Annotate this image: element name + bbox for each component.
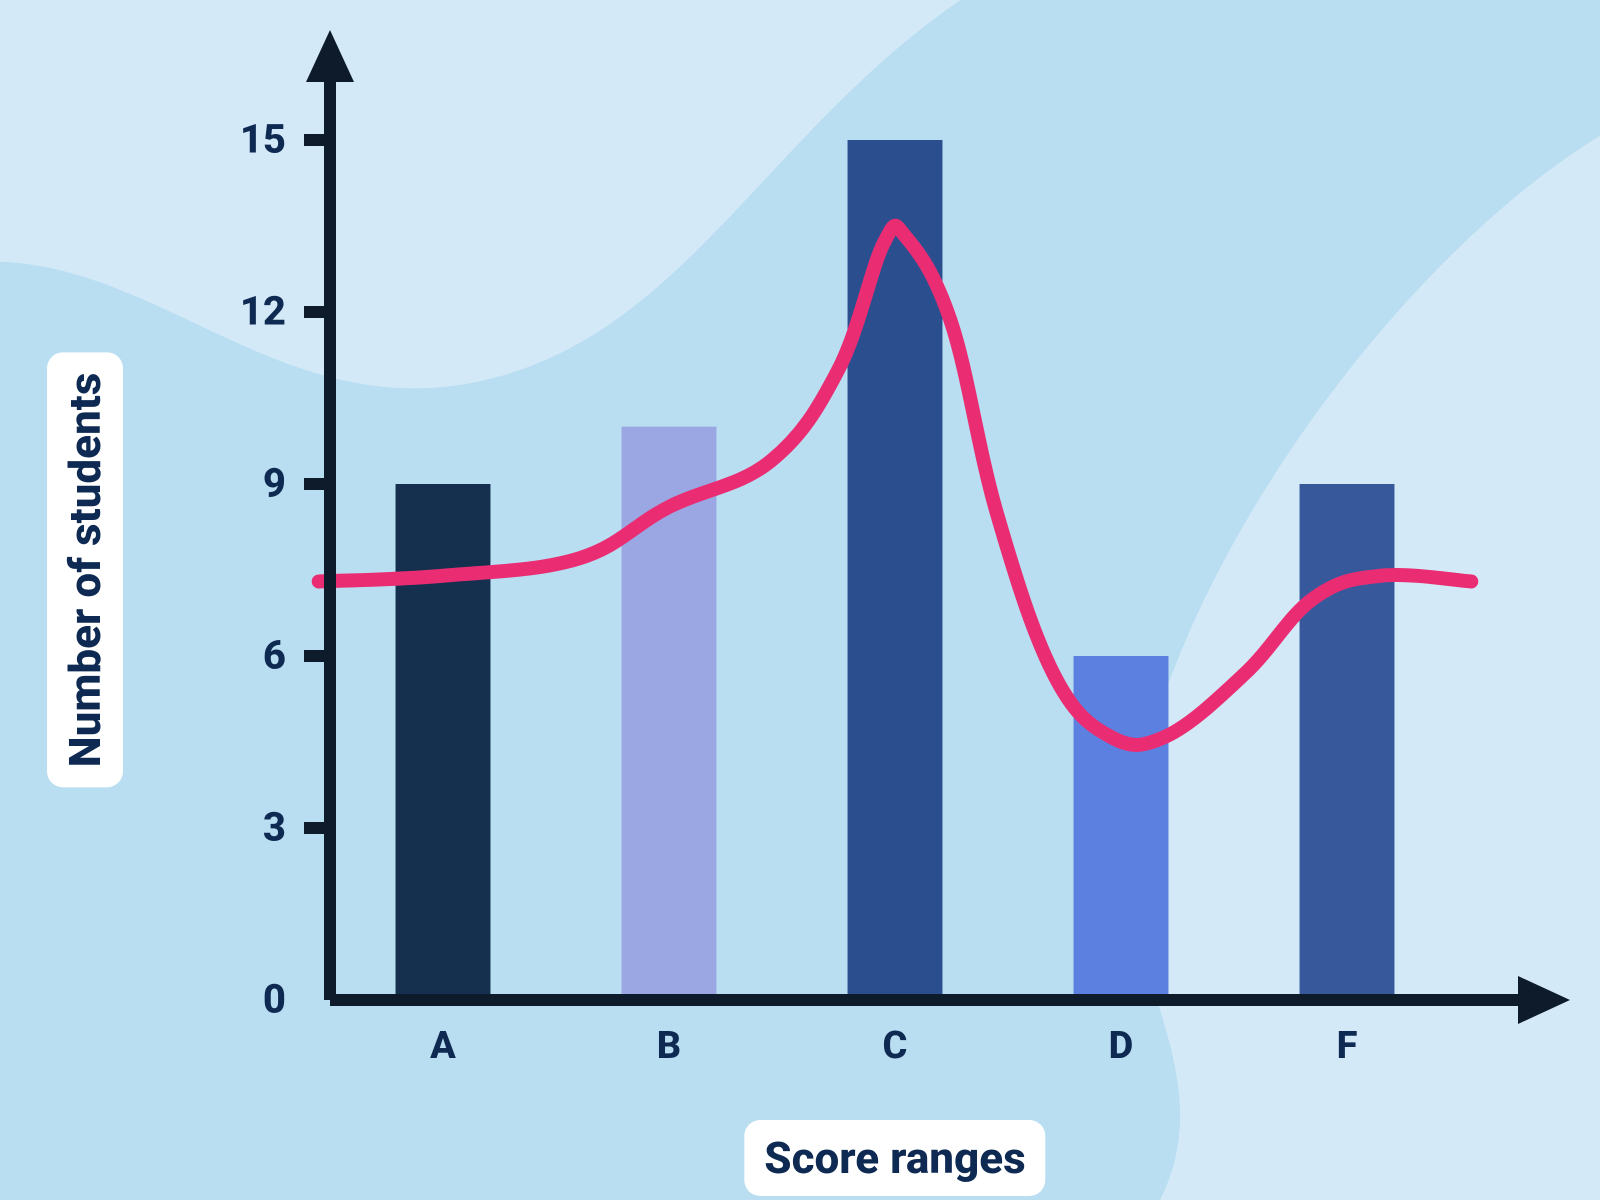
y-tick-label: 0 [263,976,286,1023]
bar-A [396,484,491,1000]
y-axis-label-text: Number of students [59,373,111,768]
bar-F [1300,484,1395,1000]
y-tick-label: 15 [240,116,286,163]
chart-svg: 0 3 6 9 12 15 A B C D F [0,0,1600,1200]
x-axis-label-text: Score ranges [764,1132,1025,1184]
x-cat-label: C [883,1024,908,1068]
y-tick-label: 6 [263,632,286,679]
x-cat-label: A [430,1024,456,1068]
y-tick-label: 12 [240,288,286,335]
y-tick-label: 9 [263,460,286,507]
x-cat-label: F [1337,1024,1358,1068]
y-axis-label: Number of students [47,353,123,788]
x-axis-label: Score ranges [744,1120,1045,1196]
bar-D [1074,656,1169,1000]
y-tick-label: 3 [263,804,286,851]
x-cat-label: D [1109,1024,1134,1068]
chart-stage: 0 3 6 9 12 15 A B C D F Number of students Score r… [0,0,1600,1200]
x-cat-label: B [657,1024,681,1068]
